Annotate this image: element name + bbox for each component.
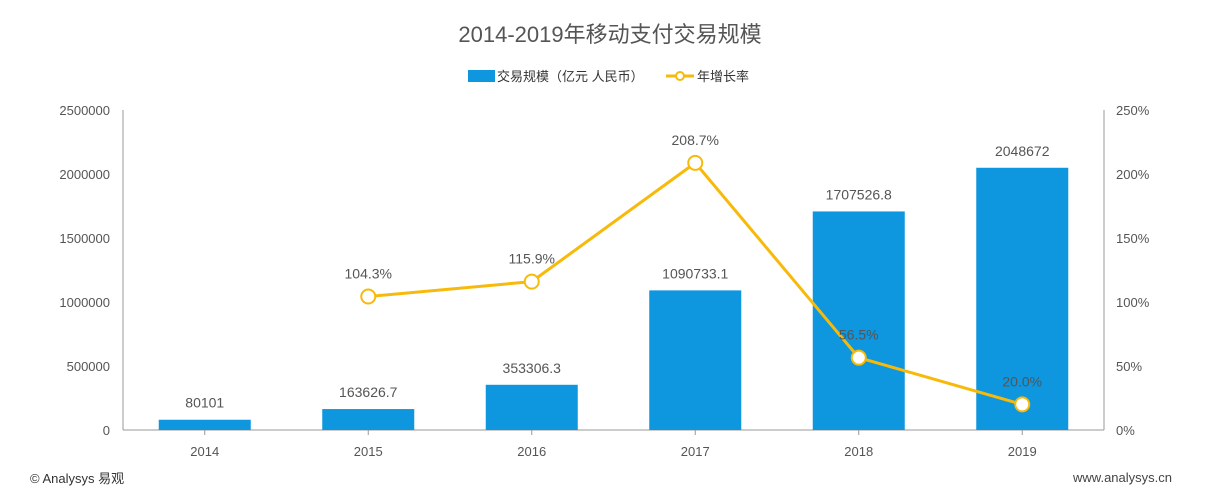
legend-label-bar: 交易规模（亿元 人民币） <box>497 69 644 84</box>
y-left-tick-label: 2500000 <box>59 103 110 118</box>
y-right-tick-label: 250% <box>1116 103 1150 118</box>
growth-data-label: 20.0% <box>1002 373 1042 389</box>
y-left-tick-label: 1000000 <box>59 295 110 310</box>
legend-marker-line <box>675 71 685 81</box>
y-right-tick-label: 50% <box>1116 359 1142 374</box>
bar <box>976 167 1069 430</box>
legend-swatch-bar <box>468 70 495 82</box>
bar <box>649 290 742 430</box>
growth-point <box>850 349 867 366</box>
y-left-tick-label: 1500000 <box>59 231 110 246</box>
growth-point <box>360 288 377 305</box>
y-right-tick-label: 0% <box>1116 423 1135 438</box>
growth-data-label: 208.7% <box>672 132 719 148</box>
bar <box>322 409 415 430</box>
growth-data-label: 115.9% <box>509 251 555 267</box>
x-tick-label: 2015 <box>354 444 383 459</box>
bar-data-label: 2048672 <box>995 143 1050 159</box>
y-right-tick-label: 200% <box>1116 167 1150 182</box>
y-left-tick-label: 0 <box>103 423 110 438</box>
y-right-tick-label: 100% <box>1116 295 1150 310</box>
x-tick-label: 2017 <box>681 444 710 459</box>
y-left-tick-label: 2000000 <box>59 167 110 182</box>
growth-point <box>687 154 704 171</box>
growth-point <box>523 273 540 290</box>
y-left-tick-label: 500000 <box>67 359 110 374</box>
bar <box>485 384 578 430</box>
growth-point <box>1014 396 1031 413</box>
x-tick-label: 2018 <box>844 444 873 459</box>
source-credit: © Analysys 易观 <box>30 471 125 486</box>
website-link[interactable]: www.analysys.cn <box>1073 470 1172 485</box>
bar-data-label: 80101 <box>185 395 224 411</box>
chart-title: 2014-2019年移动支付交易规模 <box>458 22 761 47</box>
x-tick-label: 2016 <box>517 444 546 459</box>
y-right-tick-label: 150% <box>1116 231 1150 246</box>
legend-label-line: 年增长率 <box>697 69 749 84</box>
bar <box>158 419 251 430</box>
bar-data-label: 1090733.1 <box>662 265 728 281</box>
x-tick-label: 2014 <box>190 444 219 459</box>
bar-data-label: 353306.3 <box>503 360 562 376</box>
bar-data-label: 1707526.8 <box>826 186 892 202</box>
growth-data-label: 104.3% <box>345 265 392 281</box>
bar-data-label: 163626.7 <box>339 384 398 400</box>
growth-data-label: 56.5% <box>839 327 879 343</box>
x-tick-label: 2019 <box>1008 444 1037 459</box>
